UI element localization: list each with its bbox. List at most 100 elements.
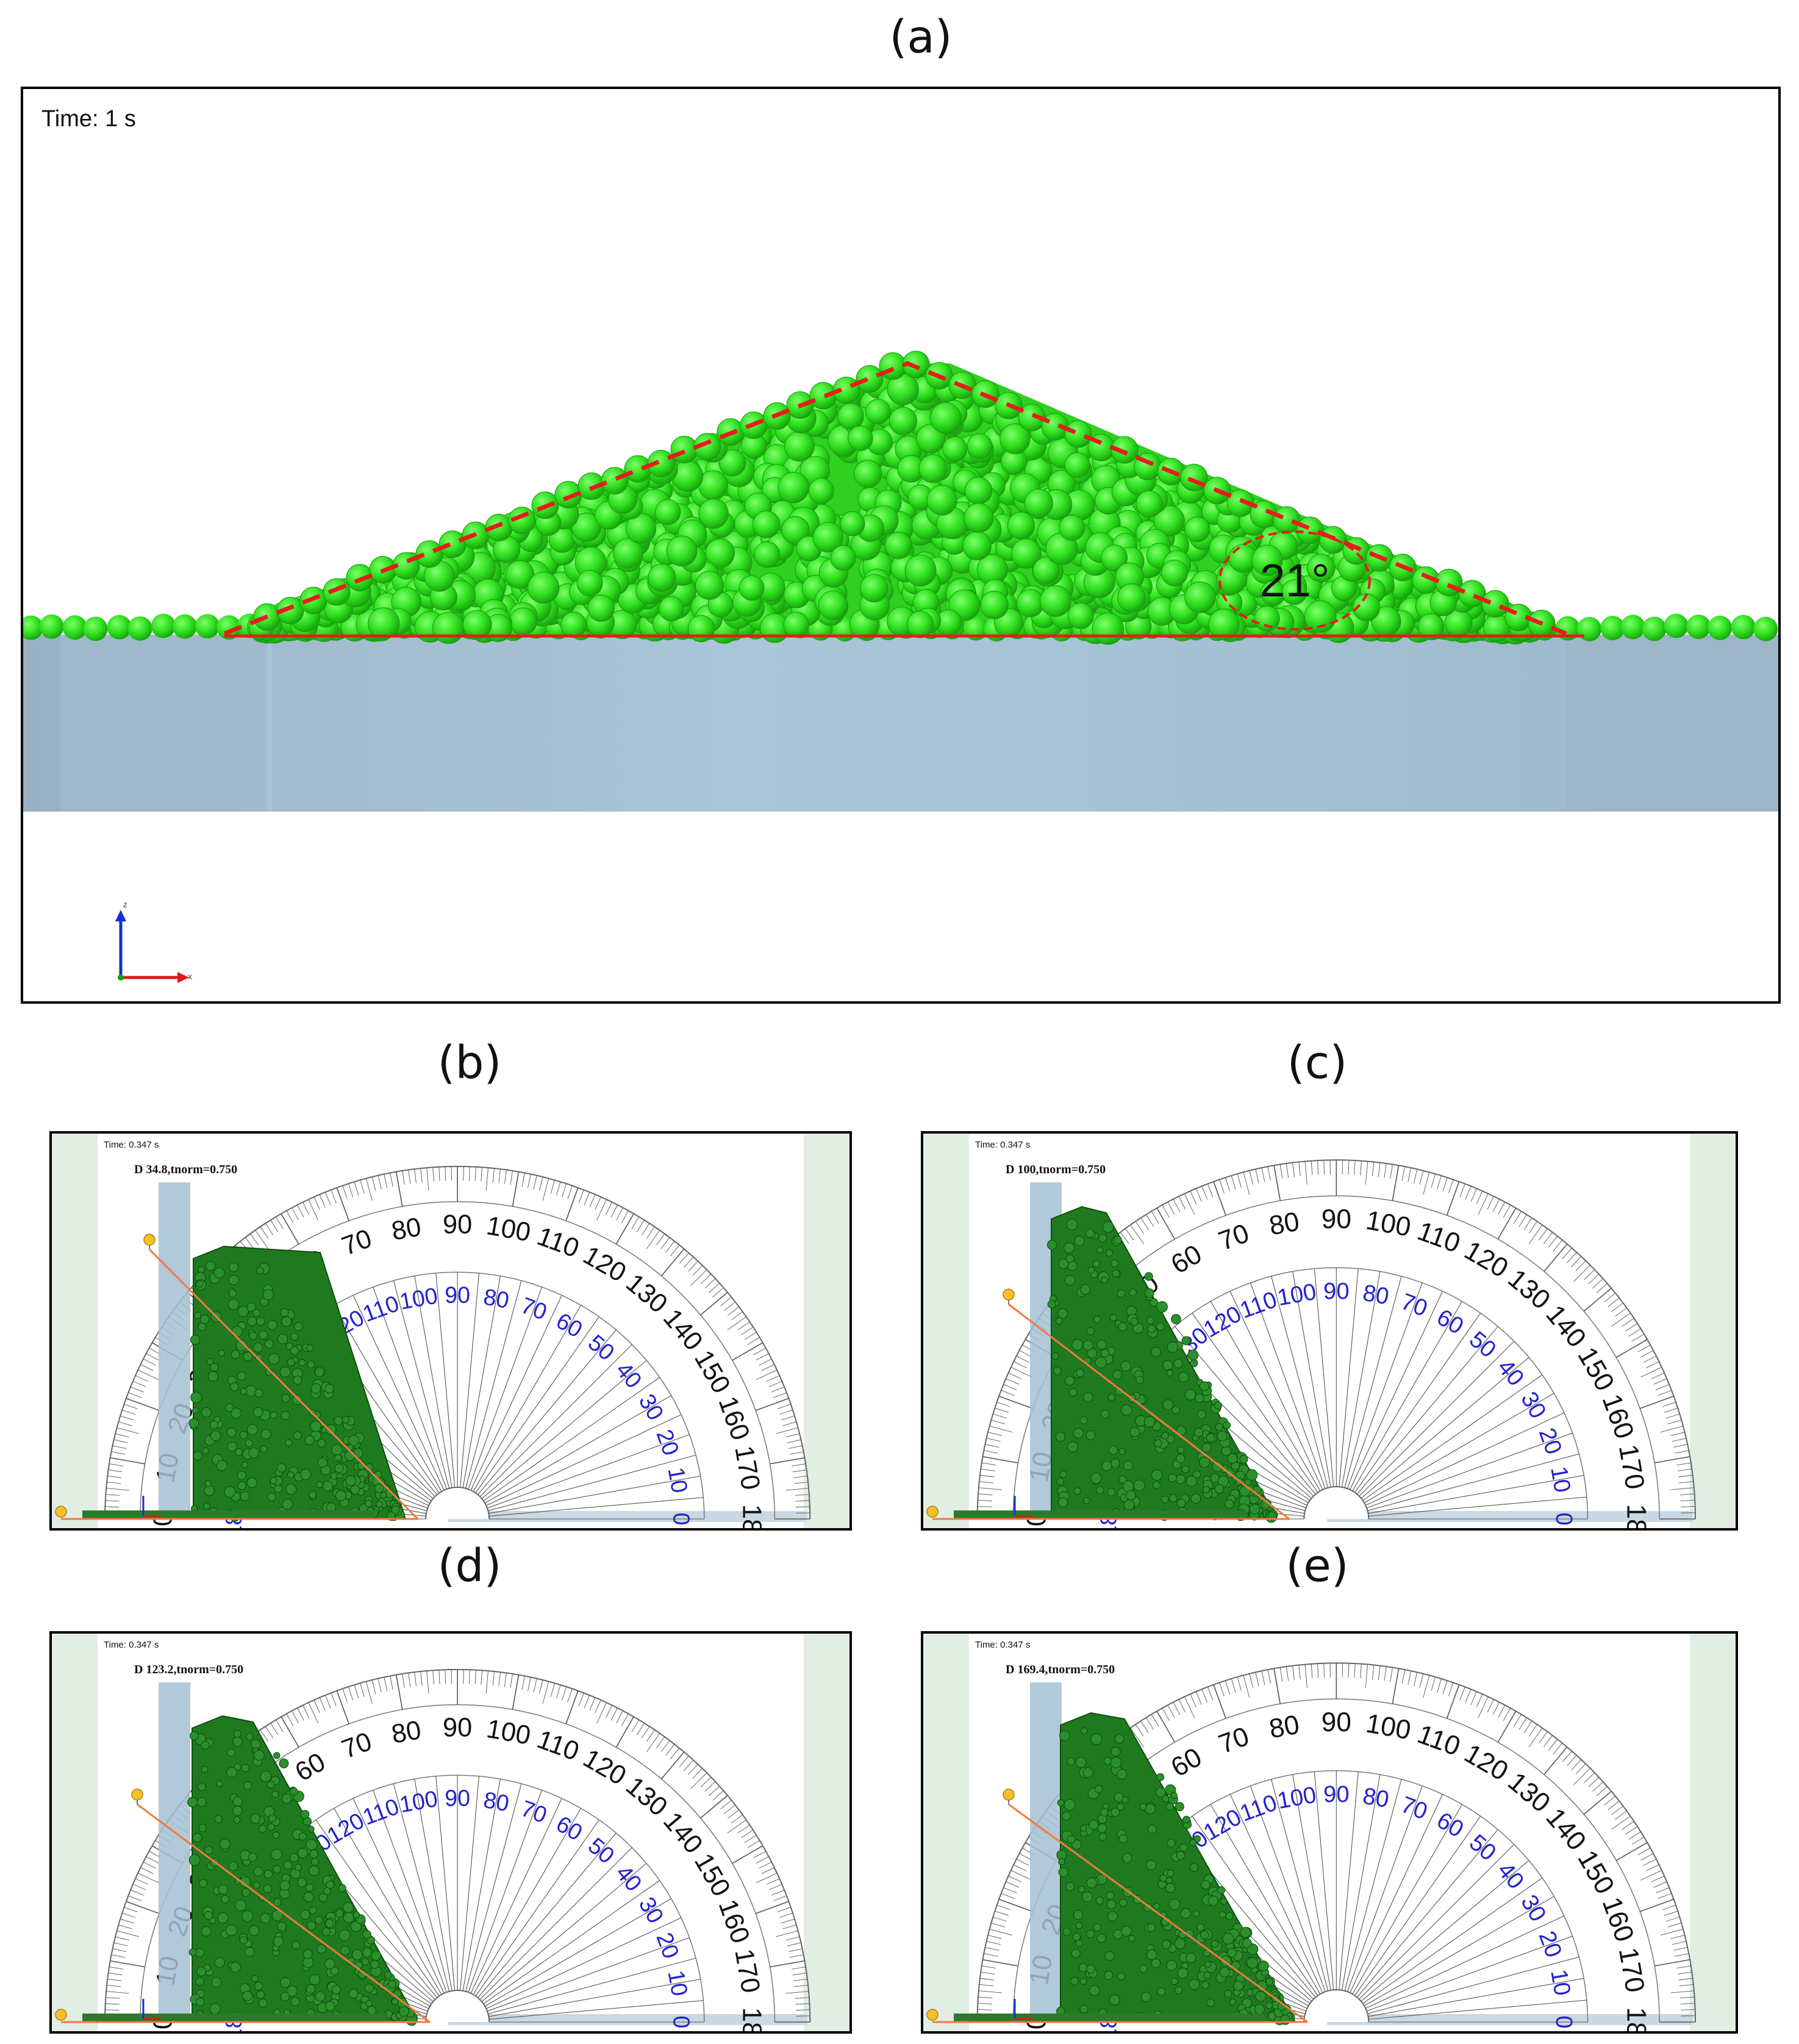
pin-marker-icon — [131, 1788, 143, 1801]
inner-scale-number: 110 — [1237, 1790, 1281, 1827]
pin-marker-icon — [926, 1506, 939, 1518]
svg-text:x: x — [188, 971, 192, 981]
measurement-line — [1008, 1803, 1308, 2023]
inner-scale-number: 10 — [663, 1968, 693, 1998]
pin-marker-icon — [143, 1234, 156, 1246]
inner-scale-number: 80 — [482, 1787, 511, 1817]
inner-scale-number: 20 — [651, 1929, 684, 1962]
outer-scale-number: 120 — [1459, 1235, 1513, 1284]
angle-value: 21° — [1260, 555, 1330, 607]
measurement-line — [137, 1803, 431, 2023]
measurement-line — [1008, 1303, 1290, 1520]
inner-scale-number: 40 — [611, 1860, 647, 1896]
inner-scale-number: 80 — [1361, 1783, 1390, 1814]
release-gate — [1030, 1682, 1062, 2022]
inner-scale-number: 60 — [1432, 1807, 1468, 1843]
inner-scale-number: 0 — [1551, 1512, 1577, 1525]
inner-scale-number: 30 — [1515, 1890, 1551, 1926]
inner-scale-number: 70 — [1398, 1792, 1431, 1825]
pin-marker-icon — [55, 1506, 67, 1518]
outer-scale-number: 160 — [1597, 1893, 1640, 1946]
panel-label-d: (d) — [437, 1540, 502, 1592]
outer-scale-number: 60 — [290, 1747, 331, 1787]
inner-scale-number: 10 — [1545, 1967, 1576, 1997]
inner-scale-number: 60 — [552, 1810, 587, 1845]
panel-label-e: (e) — [1286, 1540, 1349, 1592]
outer-scale-number: 90 — [1322, 1204, 1351, 1234]
panel-label-b: (b) — [437, 1037, 502, 1089]
outer-scale-number: 18 — [737, 2007, 767, 2031]
inner-scale-number: 90 — [445, 1282, 470, 1308]
pin-marker-icon — [1003, 1288, 1015, 1301]
ground-particles — [82, 2014, 387, 2022]
outer-scale-number: 80 — [389, 1715, 423, 1749]
measurement-line — [148, 1248, 419, 1520]
inner-scale-number: 40 — [1492, 1857, 1529, 1894]
inner-scale-number: 0 — [1551, 2015, 1577, 2028]
pin-marker-icon — [1003, 1788, 1015, 1801]
outer-scale-number: 140 — [1540, 1803, 1592, 1856]
ground-particles — [82, 1510, 375, 1519]
trial-caption: D 34.8,tnorm=0.750 — [134, 1163, 238, 1176]
inner-scale-number: 100 — [398, 1282, 440, 1314]
outer-scale-number: 100 — [484, 1714, 533, 1751]
panel-a-viewport: Time: 1 s 21° — [21, 87, 1781, 1004]
inner-scale-number: 110 — [1237, 1287, 1281, 1324]
panel-c-viewport: 0180101702016030150401405013060120701108… — [921, 1131, 1738, 1531]
outer-scale-number: 140 — [1540, 1299, 1592, 1353]
panel-b-viewport: 0180101702016030150401405013060120701108… — [49, 1131, 852, 1531]
svg-text:z: z — [123, 899, 127, 909]
outer-scale-number: 140 — [657, 1304, 708, 1356]
left-side-bar — [52, 1134, 98, 1528]
inner-scale-number: 40 — [611, 1357, 647, 1393]
outer-scale-number: 130 — [1502, 1263, 1556, 1315]
outer-scale-number: 130 — [1502, 1767, 1556, 1818]
outer-scale-number: 70 — [338, 1727, 376, 1765]
simulation-time-label: Time: 0.347 s — [975, 1140, 1031, 1150]
outer-scale-number: 160 — [1597, 1390, 1640, 1443]
outer-scale-number: 100 — [484, 1211, 533, 1248]
inner-scale-number: 70 — [1398, 1288, 1431, 1322]
inner-scale-number: 80 — [1361, 1280, 1390, 1310]
outer-scale-number: 90 — [443, 1210, 472, 1240]
inner-scale-number: 110 — [359, 1290, 402, 1327]
inner-scale-number: 90 — [445, 1785, 470, 1811]
outer-scale-number: 60 — [1166, 1742, 1207, 1783]
inner-scale-number: 50 — [1464, 1326, 1501, 1363]
inner-scale-number: 20 — [651, 1426, 684, 1459]
outer-scale-number: 150 — [1572, 1845, 1620, 1899]
simulation-time-label: Time: 0.347 s — [975, 1640, 1031, 1650]
outer-scale-number: 110 — [533, 1724, 582, 1767]
outer-scale-number: 130 — [620, 1268, 673, 1319]
outer-scale-number: 18 — [737, 1504, 767, 1528]
left-side-bar — [923, 1134, 969, 1528]
inner-scale-number: 0 — [668, 2016, 694, 2029]
outer-scale-number: 90 — [443, 1713, 472, 1743]
outer-scale-number: 150 — [688, 1848, 736, 1901]
inner-scale-number: 100 — [1275, 1782, 1318, 1814]
repose-outline — [223, 361, 1567, 636]
inner-scale-number: 40 — [1492, 1354, 1529, 1391]
protractor-outer-arc — [976, 1159, 1697, 1520]
trial-caption: D 169.4,tnorm=0.750 — [1006, 1663, 1115, 1676]
right-side-bar — [1690, 1134, 1736, 1528]
outer-scale-number: 110 — [1414, 1216, 1464, 1259]
right-side-bar — [804, 1134, 849, 1528]
inner-scale-number: 20 — [1534, 1928, 1567, 1961]
particle-balls — [23, 351, 1778, 645]
protractor-scene: 0180101702016030150401405013060120701108… — [52, 1134, 849, 1528]
pin-marker-icon — [926, 2009, 939, 2021]
outer-scale-number: 130 — [620, 1771, 673, 1822]
inner-scale-number: 70 — [518, 1292, 551, 1325]
inner-scale-number: 20 — [1534, 1424, 1567, 1458]
inner-scale-number: 10 — [663, 1465, 693, 1495]
inner-scale-number: 100 — [1275, 1279, 1318, 1311]
axis-triad-icon: z x — [115, 899, 192, 983]
panel-e-viewport: 0180101702016030150401405013060120701108… — [921, 1631, 1738, 2034]
outer-scale-number: 110 — [533, 1221, 582, 1263]
protractor-scene: 0180101702016030150401405013060120701108… — [923, 1634, 1736, 2031]
outer-scale-number: 90 — [1322, 1707, 1351, 1737]
outer-scale-number: 70 — [1215, 1721, 1253, 1760]
outer-scale-number: 100 — [1364, 1205, 1413, 1242]
substrate-slab — [23, 635, 1778, 812]
